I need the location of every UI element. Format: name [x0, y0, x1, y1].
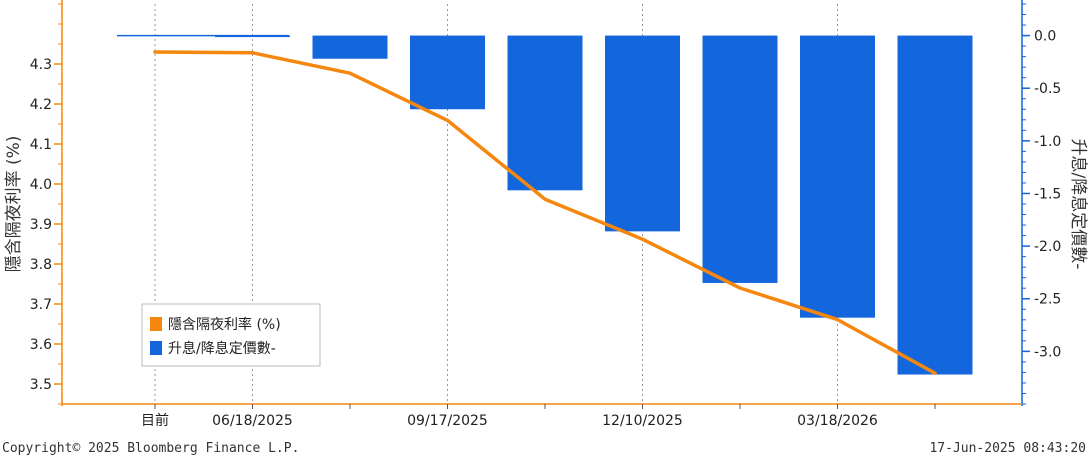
y-left-tick-label: 3.9 [30, 217, 52, 233]
copyright-text: Copyright© 2025 Bloomberg Finance L.P. [2, 441, 299, 456]
bar-12/10/2025 [605, 36, 680, 232]
y-left-tick-label: 4.2 [30, 97, 52, 113]
y-right-tick-label: 0.0 [1034, 29, 1056, 45]
y-axis-right-title: 升息/降息定價數- [1068, 139, 1088, 270]
timestamp-text: 17-Jun-2025 08:43:20 [929, 441, 1086, 456]
y-right-tick-label: -1.5 [1034, 186, 1061, 202]
bar-07/30/2025 [313, 36, 388, 59]
x-tick-label: 06/18/2025 [212, 413, 293, 429]
x-tick-label: 03/18/2026 [797, 413, 878, 429]
x-tick-label: 12/10/2025 [602, 413, 683, 429]
x-tick-label: 目前 [141, 412, 169, 429]
legend-swatch [150, 341, 162, 355]
y-left-tick-label: 3.7 [30, 297, 52, 313]
legend-label: 升息/降息定價數- [168, 340, 276, 357]
legend-label: 隱含隔夜利率 (%) [168, 316, 281, 333]
bar-06/18/2025 [215, 36, 290, 38]
y-right-tick-label: -0.5 [1034, 81, 1061, 97]
bar-04/29/2026 [898, 36, 973, 375]
y-left-tick-label: 4.1 [30, 137, 52, 153]
y-axis-left-title: 隱含隔夜利率 (%) [4, 136, 24, 273]
y-right-tick-label: -2.0 [1034, 239, 1061, 255]
y-left-tick-label: 3.8 [30, 257, 52, 273]
y-left-tick-label: 3.6 [30, 337, 52, 353]
bar-10/29/2025 [508, 36, 583, 191]
bar-03/18/2026 [800, 36, 875, 318]
y-left-tick-label: 4.3 [30, 57, 52, 73]
legend: 隱含隔夜利率 (%) 升息/降息定價數- [142, 304, 320, 366]
x-tick-label: 09/17/2025 [407, 413, 488, 429]
legend-swatch [150, 317, 162, 331]
y-right-tick-label: -1.0 [1034, 134, 1061, 150]
y-right-tick-label: -2.5 [1034, 292, 1061, 308]
y-left-tick-label: 4.0 [30, 177, 52, 193]
y-left-tick-label: 3.5 [30, 377, 52, 393]
bar-09/17/2025 [410, 36, 485, 110]
y-right-tick-label: -3.0 [1034, 344, 1061, 360]
bar-01/28/2026 [703, 36, 778, 283]
